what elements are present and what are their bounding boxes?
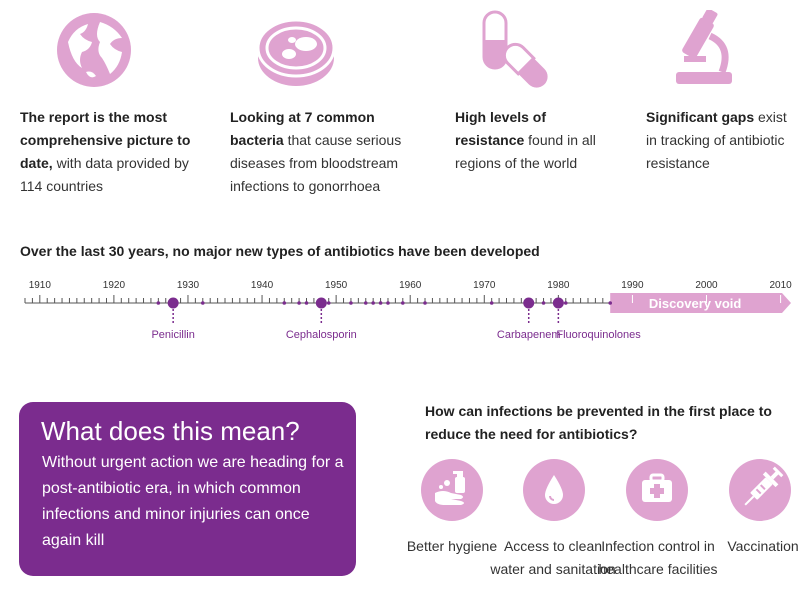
decade-label-1920: 1920	[103, 280, 126, 291]
minor-discovery-dot	[297, 301, 301, 305]
decade-label-2010: 2010	[769, 280, 792, 291]
minor-discovery-dot	[608, 301, 613, 305]
minor-discovery-dot	[563, 301, 568, 305]
fact-report-coverage: The report is the most comprehensive pic…	[20, 109, 191, 194]
meaning-text: Without urgent action we are heading for…	[42, 454, 344, 549]
minor-discovery-dot	[363, 301, 368, 305]
milestone-dot-fluoroquinolones	[552, 297, 564, 309]
meaning-title: What does this mean?	[41, 416, 300, 446]
prevention-question: How can infections be prevented in the f…	[425, 403, 772, 442]
decade-label-1940: 1940	[251, 280, 274, 291]
minor-discovery-dot	[326, 301, 331, 305]
decade-label-1960: 1960	[399, 280, 422, 291]
minor-discovery-dot	[378, 301, 383, 305]
prevention-label-hygiene: Better hygiene	[406, 538, 498, 554]
prevention-label-vaccination: Vaccination	[727, 538, 799, 554]
discovery-void-band	[610, 293, 791, 313]
fact-tracking-gaps: Significant gaps exist in tracking of an…	[646, 109, 787, 171]
minor-discovery-dot	[371, 301, 375, 305]
decade-label-1910: 1910	[29, 280, 52, 291]
fact-bacteria: Looking at 7 common bacteria that cause …	[230, 109, 402, 194]
minor-discovery-dot	[386, 301, 390, 305]
milestone-dot-cephalosporin	[315, 297, 327, 309]
minor-discovery-dot	[304, 301, 309, 305]
milestone-dot-penicillin	[167, 297, 179, 309]
minor-discovery-dot	[282, 301, 287, 305]
discovery-void-label: Discovery void	[649, 296, 742, 311]
minor-discovery-dot	[423, 301, 427, 305]
minor-discovery-dot	[400, 301, 405, 305]
antibiotics-timeline: 1910 1920 1930 1940 1950 1960 1970 1980 1990 2000…	[24, 280, 792, 341]
fact-resistance: High levels of resistance found in all r…	[455, 109, 596, 171]
globe-icon	[56, 12, 132, 93]
decade-label-1990: 1990	[621, 280, 644, 291]
minor-discovery-dot	[156, 301, 161, 305]
decade-label-2000: 2000	[695, 280, 718, 291]
minor-discovery-dot	[541, 301, 546, 305]
minor-discovery-dot	[349, 301, 353, 305]
capsule-icon	[480, 10, 550, 95]
microscope-icon	[670, 8, 736, 91]
milestone-dot-carbapenem	[523, 297, 535, 309]
milestone-label-penicillin: Penicillin	[151, 329, 194, 341]
prevention-label-infection-control: Infection control in healthcare faciliti…	[598, 538, 718, 577]
syringe-icon	[729, 459, 791, 521]
minor-discovery-dot	[200, 301, 205, 305]
decade-label-1980: 1980	[547, 280, 570, 291]
first-aid-kit-icon	[626, 459, 688, 521]
minor-discovery-dot	[489, 301, 494, 305]
milestone-label-cephalosporin: Cephalosporin	[286, 329, 357, 341]
decade-label-1930: 1930	[177, 280, 200, 291]
prevention-label-water: Access to clean water and sanitation	[490, 538, 616, 577]
petri-dish-icon	[256, 14, 336, 93]
hand-washing-icon	[421, 459, 483, 521]
timeline-title: Over the last 30 years, no major new typ…	[20, 243, 540, 259]
decade-label-1950: 1950	[325, 280, 348, 291]
decade-label-1970: 1970	[473, 280, 496, 291]
milestone-label-carbapenem: Carbapenem	[497, 329, 561, 341]
water-drop-icon	[523, 459, 585, 521]
meaning-box: What does this mean? Without urgent acti…	[19, 402, 356, 576]
milestone-label-fluoroquinolones: Fluoroquinolones	[556, 329, 641, 341]
